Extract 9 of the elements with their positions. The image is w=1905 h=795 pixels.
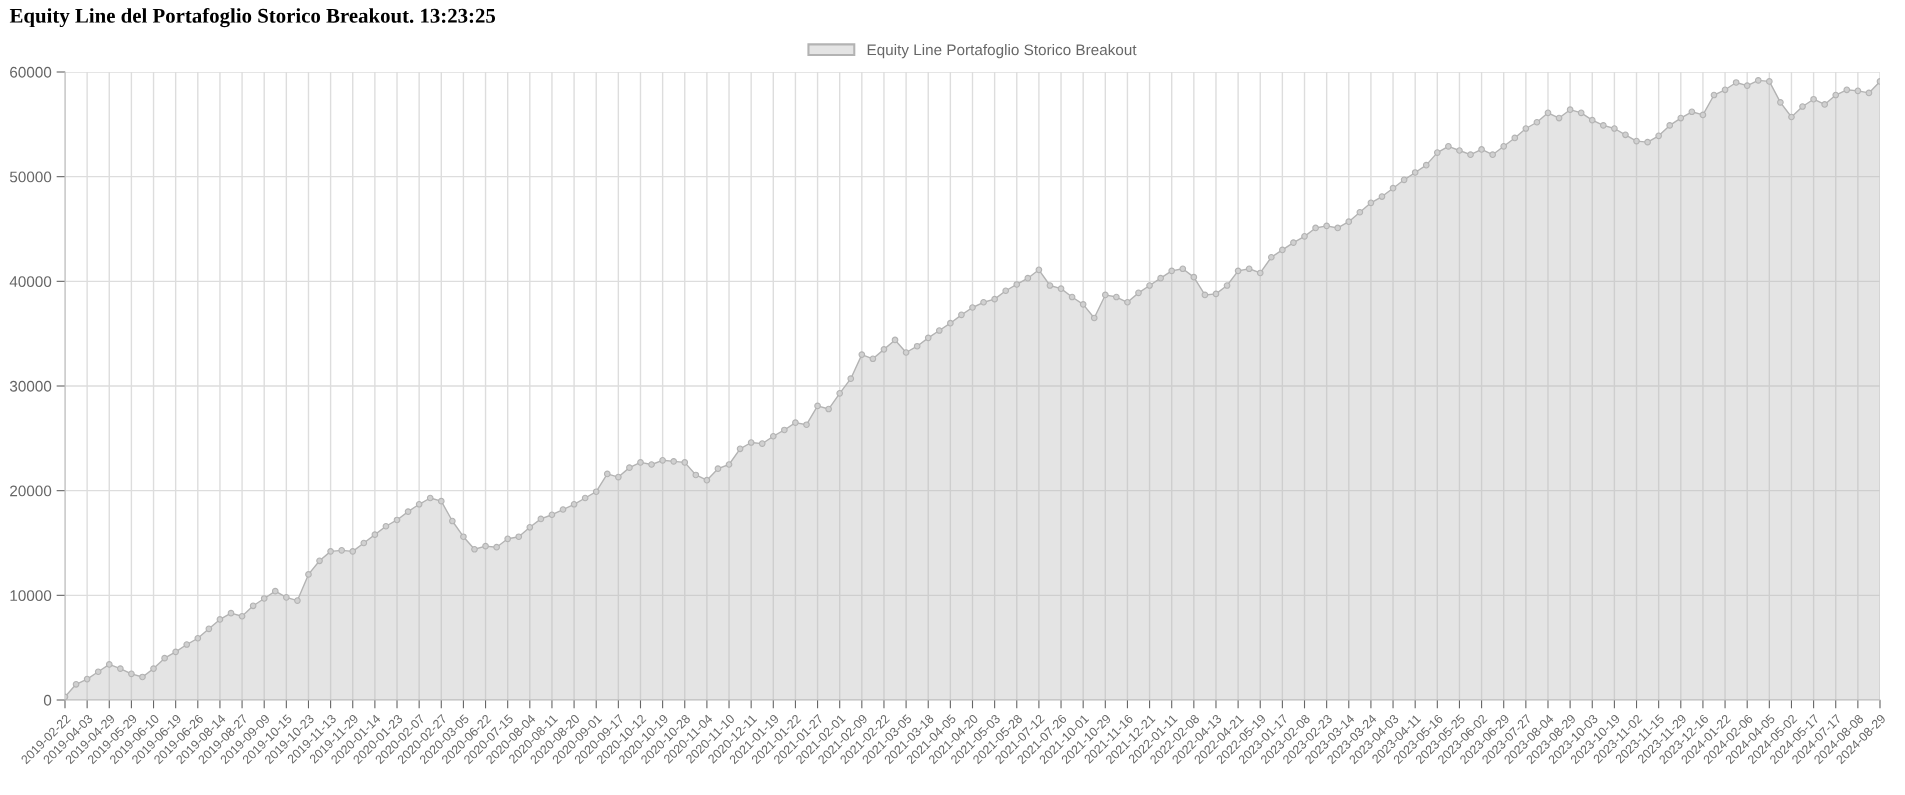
y-tick-label: 0 xyxy=(43,694,52,706)
chart-title: Equity Line del Portafoglio Storico Breakout. 13:23:25 xyxy=(9,7,496,28)
y-tick-label: 40000 xyxy=(9,276,52,288)
y-tick-label: 20000 xyxy=(10,485,52,497)
legend-label: Equity Line Portafoglio Storico Breakout xyxy=(867,44,1137,59)
y-tick-label: 10000 xyxy=(10,590,52,602)
y-tick-label: 60000 xyxy=(10,66,52,78)
y-tick-label: 30000 xyxy=(9,380,52,392)
y-tick-label: 50000 xyxy=(9,171,52,183)
